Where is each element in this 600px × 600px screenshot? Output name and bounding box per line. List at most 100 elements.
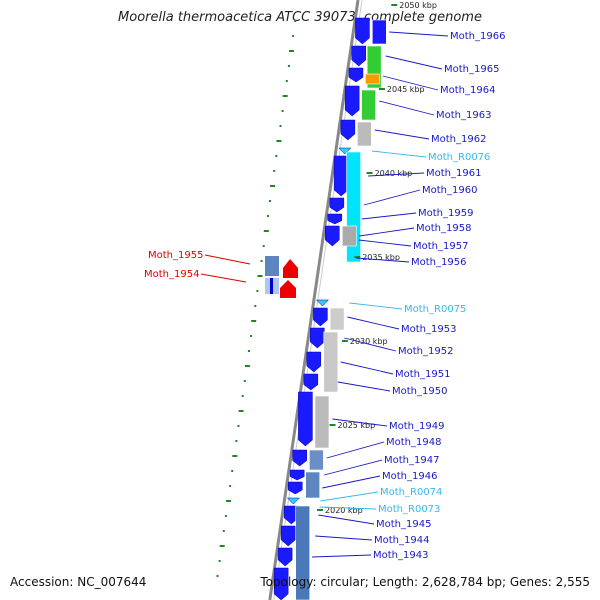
gene-label: Moth_1946 <box>382 471 437 482</box>
ring-dot <box>292 35 295 37</box>
leader-line <box>320 491 379 502</box>
cog-track-segment <box>357 121 372 147</box>
leader-line <box>322 475 381 489</box>
leader-line <box>363 189 421 206</box>
cog-track-segment <box>371 19 387 45</box>
ring-dot <box>276 140 282 142</box>
ring-dot <box>262 245 265 247</box>
label-leader-lines <box>200 31 449 558</box>
gene-label: Moth_1960 <box>422 185 477 196</box>
cds-feature-arrow <box>355 17 370 45</box>
cds-feature-arrow <box>303 373 319 391</box>
cds-feature-arrow <box>306 351 322 373</box>
ring-dot <box>254 305 257 307</box>
cog-track-segment <box>342 225 357 247</box>
cds-feature-arrow <box>288 481 303 495</box>
map-title: Moorella thermoacetica ATCC 39073, compl… <box>118 10 482 25</box>
cog-track-segment <box>295 505 311 600</box>
cog-track-segment <box>323 331 339 393</box>
leader-line <box>385 55 443 70</box>
gene-label: Moth_1943 <box>373 550 428 561</box>
cog-track-segment <box>305 471 321 499</box>
ring-dot <box>279 125 282 127</box>
kbp-label: 2030 kbp <box>350 337 388 346</box>
ring-dot <box>281 110 284 112</box>
kbp-label: 2035 kbp <box>362 253 400 262</box>
ring-dot <box>238 410 244 412</box>
ring-dot <box>218 560 221 562</box>
reverse-cog-block <box>270 278 273 294</box>
leader-line <box>382 75 439 91</box>
cds-feature-arrow <box>340 119 356 141</box>
leader-line <box>340 361 394 375</box>
ring-dot <box>248 350 250 352</box>
leader-line <box>379 100 435 116</box>
gene-label: Moth_R0076 <box>428 152 490 163</box>
gene-label: Moth_1963 <box>436 110 491 121</box>
ring-dot <box>250 335 253 337</box>
leader-line <box>349 302 403 310</box>
leader-line <box>318 514 375 525</box>
ring-dot <box>270 185 276 187</box>
ring-dot <box>251 320 257 322</box>
leader-line <box>361 212 417 220</box>
cds-feature-arrow <box>325 225 340 247</box>
ring-dot <box>229 485 232 487</box>
reverse-strand-features <box>265 256 298 298</box>
leader-line <box>319 506 377 510</box>
cog-track-segment <box>309 449 324 471</box>
leader-line <box>389 31 449 37</box>
gene-label: Moth_1951 <box>395 369 450 380</box>
ring-dot <box>226 500 231 502</box>
gene-label: Moth_1962 <box>431 134 486 145</box>
ring-dot <box>244 365 250 367</box>
ring-dot <box>257 275 263 277</box>
ring-dot <box>235 440 238 442</box>
leader-line <box>368 172 425 177</box>
gene-label: Moth_1949 <box>389 421 444 432</box>
ring-dot <box>260 260 263 262</box>
leader-line <box>337 381 391 392</box>
genome-summary-text: Topology: circular; Length: 2,628,784 bp… <box>260 575 590 589</box>
gene-label: Moth_1952 <box>398 346 453 357</box>
reverse-cog-block <box>265 256 279 276</box>
rna-feature-mark <box>286 497 300 505</box>
leader-line <box>356 257 410 263</box>
ring-dot <box>273 170 276 172</box>
gene-label: Moth_1950 <box>392 386 447 397</box>
gene-label: Moth_1944 <box>374 535 429 546</box>
ring-dot <box>269 200 271 202</box>
gene-label: Moth_1964 <box>440 85 495 96</box>
ring-dot <box>231 470 234 472</box>
ring-dot <box>285 80 288 82</box>
leader-line <box>332 418 388 427</box>
kbp-label: 2045 kbp <box>387 85 425 94</box>
cds-feature-arrow <box>292 449 307 467</box>
reverse-cds-arrow <box>280 280 296 298</box>
ring-dot <box>241 395 244 397</box>
gene-label: Moth_1954 <box>144 269 199 280</box>
ring-dot <box>282 95 288 97</box>
ring-dot <box>216 575 219 577</box>
cog-track-segment <box>314 395 330 449</box>
rna-feature-mark <box>338 147 352 155</box>
ring-dot <box>256 290 259 292</box>
leader-line <box>204 254 251 265</box>
cds-feature-arrow <box>333 155 349 197</box>
leader-line <box>315 535 373 541</box>
ring-dot <box>237 425 240 427</box>
kbp-label: 2040 kbp <box>375 169 413 178</box>
accession-text: Accession: NC_007644 <box>10 575 147 589</box>
kbp-label: 2025 kbp <box>338 421 376 430</box>
gene-label: Moth_1955 <box>148 250 203 261</box>
kbp-ticks: 2050 kbp 2045 kbp 2040 kbp 2035 kbp 2030 kbp… <box>317 1 437 515</box>
cds-feature-arrow <box>289 469 305 481</box>
leader-line <box>374 129 430 140</box>
gene-labels: Moth_1966 Moth_1965 Moth_1964 Moth_1963 Moth… <box>144 31 505 561</box>
gene-label: Moth_R0075 <box>404 304 466 315</box>
gene-label: Moth_1948 <box>386 437 441 448</box>
ring-dot <box>289 50 294 52</box>
gene-label: Moth_1965 <box>444 64 499 75</box>
cds-feature-arrow <box>348 67 364 83</box>
leader-line <box>359 227 415 237</box>
